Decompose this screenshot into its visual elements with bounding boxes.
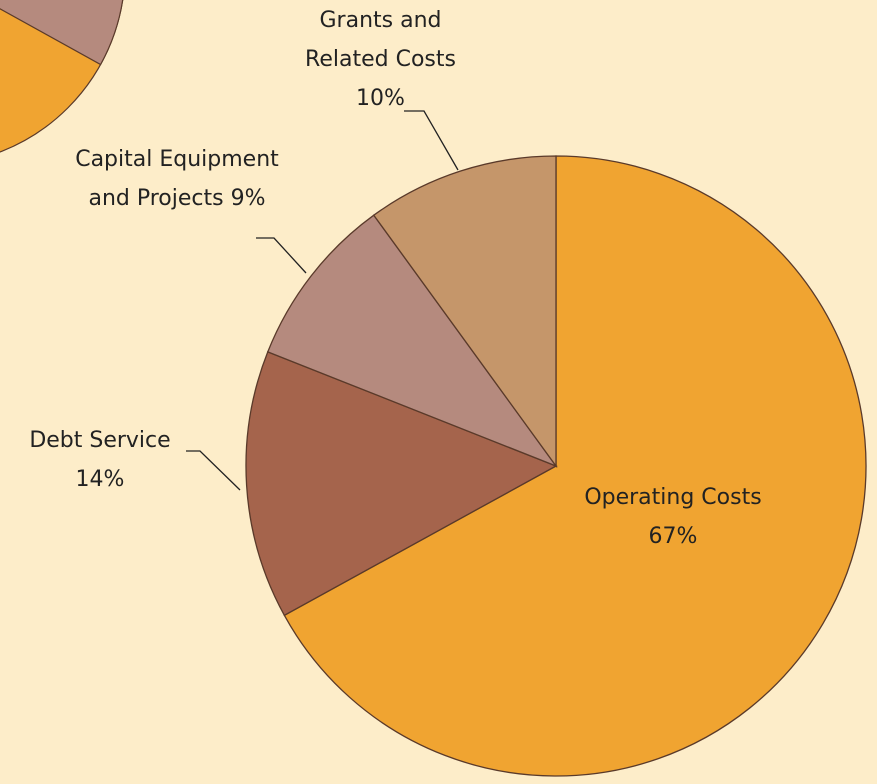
slice-value: 14% (75, 467, 125, 492)
slice-category: Capital Equipment and Projects (75, 147, 279, 211)
slice-label: Debt Service 14% (20, 421, 180, 499)
slice-value: 67% (648, 524, 698, 549)
slice-value: 9% (230, 186, 266, 211)
leader-line (404, 110, 459, 171)
slice-category: Grants and Related Costs (305, 8, 456, 72)
pie-slice (283, 155, 867, 777)
leader-line (256, 237, 307, 274)
leader-line (186, 450, 241, 491)
pie-slice (266, 214, 558, 468)
background-pie (0, 0, 124, 153)
pie (245, 155, 867, 777)
slice-category: Operating Costs (584, 485, 762, 510)
slice-category: Debt Service (29, 428, 171, 453)
pie-slice (245, 351, 558, 617)
slice-value: 10% (356, 86, 405, 111)
slice-label: Capital Equipment and Projects 9% (72, 140, 282, 218)
leader-lines (186, 110, 459, 491)
slice-label: Operating Costs 67% (578, 478, 768, 556)
slice-label: Grants and Related Costs 10% (283, 1, 478, 118)
pie-slice (372, 155, 557, 469)
background-pie-wedge (0, 0, 124, 66)
